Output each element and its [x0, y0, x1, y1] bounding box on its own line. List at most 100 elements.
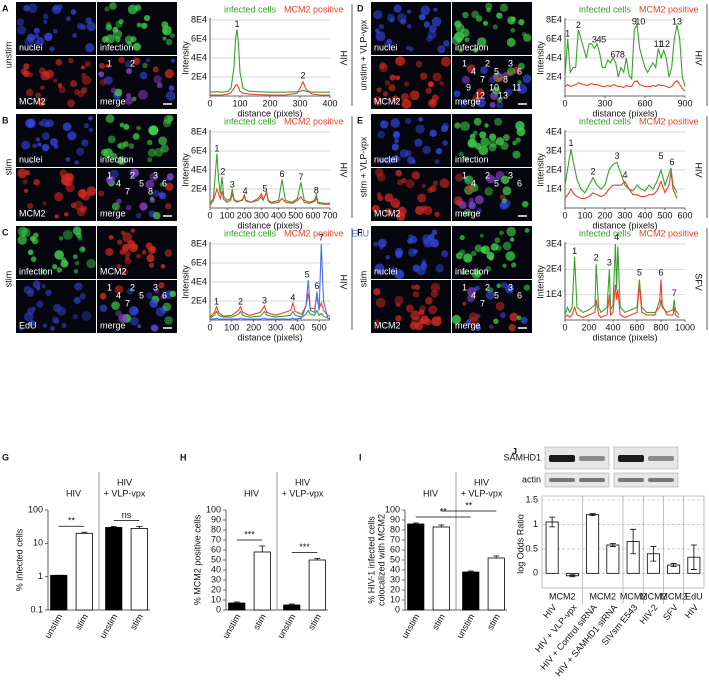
- cell: [46, 119, 54, 127]
- cell: [99, 304, 108, 313]
- cell: [83, 205, 88, 211]
- y-tick-label: 90: [211, 514, 221, 524]
- cell: [165, 203, 172, 210]
- cell: [485, 265, 492, 272]
- peak-label: 6: [669, 157, 674, 167]
- peak-label: 6: [279, 169, 284, 179]
- cell: [124, 96, 133, 105]
- peak-label: 3: [262, 295, 267, 305]
- cell: [105, 63, 110, 69]
- cell: [24, 188, 29, 193]
- x-tick-label: 400: [637, 210, 652, 220]
- y-tick-label: 90: [390, 514, 400, 524]
- cell: [443, 40, 450, 47]
- cell: [500, 282, 508, 289]
- legend-entry: infected cells: [224, 4, 277, 14]
- error-bar: [569, 574, 576, 578]
- condition-label: stim: [3, 271, 13, 288]
- y-tick-label: 1: [533, 519, 538, 529]
- cell: [154, 288, 160, 294]
- legend-entry: MCM2 positive: [284, 4, 344, 14]
- cell: [137, 324, 142, 329]
- cell-number: 7: [480, 298, 485, 308]
- blot-band: [549, 478, 575, 482]
- bar: [105, 527, 123, 611]
- cell: [160, 264, 166, 269]
- peak-label: 1: [572, 246, 577, 256]
- peak-label: 6: [610, 50, 615, 60]
- cell: [73, 200, 84, 211]
- cell: [480, 245, 490, 255]
- cell: [490, 243, 499, 251]
- cell: [27, 33, 36, 42]
- profile-line: [564, 80, 686, 92]
- cell: [522, 74, 532, 84]
- cell: [500, 141, 509, 151]
- cell: [77, 235, 83, 241]
- cell: [77, 22, 84, 30]
- y-tick-label: 4E4: [191, 276, 207, 286]
- cell-number: 7: [125, 186, 130, 196]
- y-axis-label: Intensity: [180, 41, 190, 75]
- cell: [497, 73, 503, 78]
- cell: [111, 301, 120, 310]
- x-tick-label: 300: [292, 98, 307, 108]
- cell: [411, 171, 420, 180]
- error-bar: [589, 513, 596, 517]
- cell: [411, 316, 422, 327]
- image-label: MCM2: [100, 266, 127, 276]
- cell: [395, 169, 403, 177]
- x-tick-label: 100: [224, 322, 239, 332]
- error-bar: [670, 563, 677, 567]
- cell: [73, 296, 81, 304]
- y-axis-label: colocalized with MCM2: [376, 514, 386, 606]
- cell: [397, 206, 407, 216]
- y-tick-label: 0.1: [30, 604, 43, 614]
- cell-number: 6: [517, 290, 522, 300]
- condition-label: stim: [358, 271, 368, 288]
- condition-label: unstim + VLP-vpx: [358, 19, 368, 90]
- x-tick-label: unstim: [455, 612, 477, 640]
- y-axis-label: % HIV-1 infected cells: [366, 516, 376, 604]
- cell: [441, 56, 451, 67]
- image-label: merge: [100, 320, 126, 330]
- image-label: merge: [455, 96, 481, 106]
- cell: [464, 208, 472, 216]
- cell: [405, 304, 414, 313]
- peak-label: 1: [565, 29, 570, 39]
- cell: [441, 250, 449, 258]
- cell: [165, 38, 173, 46]
- image-label: merge: [455, 320, 481, 330]
- bar: [253, 551, 271, 611]
- image-label: merge: [455, 208, 481, 218]
- cell: [391, 143, 399, 151]
- cell: [435, 263, 444, 273]
- cell: [165, 91, 176, 101]
- cell: [523, 33, 532, 42]
- blot: [613, 446, 679, 470]
- cell: [69, 80, 78, 88]
- cell: [44, 32, 53, 42]
- cell: [493, 318, 499, 324]
- cell: [502, 241, 512, 251]
- panel-letter: J: [512, 446, 517, 456]
- cell: [474, 244, 483, 253]
- cell: [132, 57, 141, 66]
- cell: [152, 66, 159, 73]
- image-label: MCM2: [19, 96, 46, 106]
- x-tick-label: stim: [251, 612, 268, 631]
- cell: [106, 175, 115, 185]
- cell: [117, 157, 124, 165]
- cell: [17, 168, 28, 179]
- cell: [62, 229, 73, 240]
- cell: [53, 78, 58, 83]
- cell: [373, 288, 381, 296]
- y-axis-label: log Odds Ratio: [515, 514, 525, 574]
- x-tick-label: 400: [290, 322, 305, 332]
- significance-label: **: [68, 516, 76, 526]
- cell: [474, 324, 481, 332]
- image-label: merge: [100, 208, 126, 218]
- group-label: HIV: [244, 488, 259, 498]
- peak-label: 11: [654, 39, 663, 49]
- cell: [502, 134, 510, 142]
